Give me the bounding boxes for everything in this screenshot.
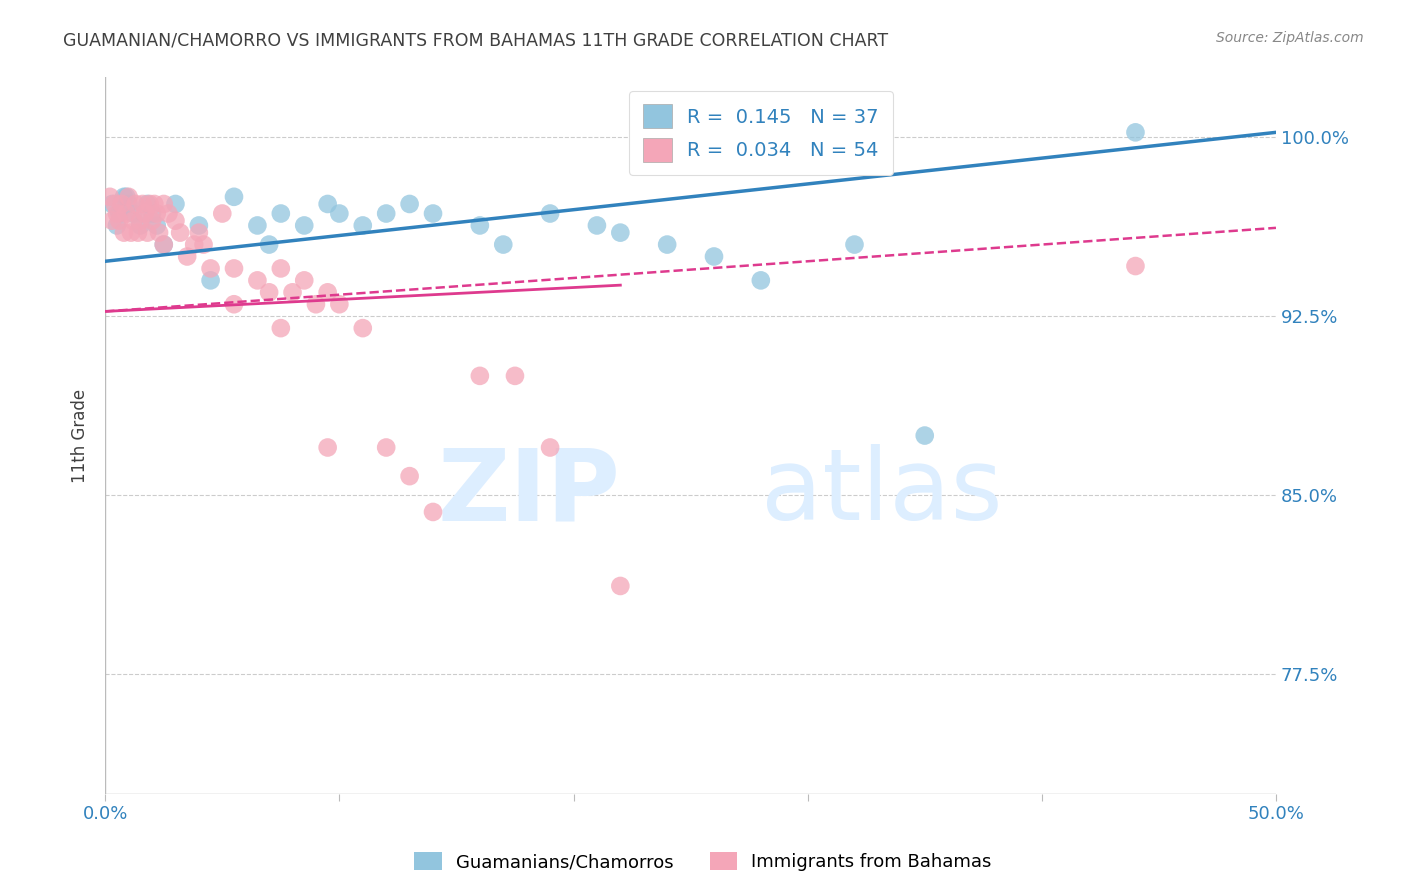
Point [165, 197, 187, 211]
Point [124, 197, 146, 211]
Point [115, 206, 138, 220]
Point [609, 226, 631, 240]
Point [152, 197, 174, 211]
Point [101, 197, 124, 211]
Point [292, 219, 315, 233]
Point [492, 237, 515, 252]
Point [270, 261, 292, 276]
Point [165, 213, 187, 227]
Point [117, 197, 139, 211]
Point [152, 237, 174, 252]
Point [375, 441, 398, 455]
Text: GUAMANIAN/CHAMORRO VS IMMIGRANTS FROM BAHAMAS 11TH GRADE CORRELATION CHART: GUAMANIAN/CHAMORRO VS IMMIGRANTS FROM BA… [63, 31, 889, 49]
Point [138, 197, 160, 211]
Point [108, 206, 131, 220]
Point [127, 226, 149, 240]
Point [703, 250, 725, 264]
Point [129, 219, 152, 233]
Point [352, 219, 374, 233]
Point [246, 219, 269, 233]
Point [131, 197, 153, 211]
Point [105, 206, 128, 220]
Point [152, 237, 174, 252]
Point [328, 297, 350, 311]
Point [193, 237, 215, 252]
Point [270, 206, 292, 220]
Point [316, 441, 339, 455]
Point [117, 190, 139, 204]
Text: ZIP: ZIP [437, 444, 620, 541]
Point [169, 226, 191, 240]
Legend: R =  0.145   N = 37, R =  0.034   N = 54: R = 0.145 N = 37, R = 0.034 N = 54 [628, 91, 893, 175]
Point [246, 273, 269, 287]
Point [183, 237, 205, 252]
Point [145, 219, 167, 233]
Point [292, 273, 315, 287]
Point [468, 368, 491, 383]
Point [1125, 259, 1147, 273]
Point [749, 273, 772, 287]
Point [257, 237, 280, 252]
Point [422, 505, 444, 519]
Point [115, 190, 138, 204]
Point [136, 197, 159, 211]
Point [157, 206, 180, 220]
Point [657, 237, 679, 252]
Y-axis label: 11th Grade: 11th Grade [72, 389, 89, 483]
Point [316, 285, 339, 300]
Point [352, 321, 374, 335]
Point [586, 219, 609, 233]
Point [122, 206, 145, 220]
Point [914, 428, 936, 442]
Point [101, 213, 124, 227]
Point [129, 213, 152, 227]
Point [328, 206, 350, 220]
Point [187, 219, 209, 233]
Point [145, 206, 167, 220]
Point [122, 213, 145, 227]
Point [375, 206, 398, 220]
Point [305, 297, 328, 311]
Point [222, 261, 245, 276]
Point [136, 226, 159, 240]
Point [468, 219, 491, 233]
Point [108, 213, 131, 227]
Point [398, 197, 420, 211]
Point [112, 190, 135, 204]
Point [316, 197, 339, 211]
Point [148, 226, 170, 240]
Point [120, 226, 142, 240]
Point [538, 206, 561, 220]
Point [222, 297, 245, 311]
Point [176, 250, 198, 264]
Point [257, 285, 280, 300]
Point [422, 206, 444, 220]
Point [538, 441, 561, 455]
Point [141, 213, 163, 227]
Point [398, 469, 420, 483]
Point [1125, 125, 1147, 139]
Point [141, 206, 163, 220]
Point [281, 285, 304, 300]
Legend: Guamanians/Chamorros, Immigrants from Bahamas: Guamanians/Chamorros, Immigrants from Ba… [408, 845, 998, 879]
Point [200, 261, 222, 276]
Point [844, 237, 866, 252]
Point [211, 206, 233, 220]
Point [609, 579, 631, 593]
Point [103, 197, 125, 211]
Point [200, 273, 222, 287]
Point [222, 190, 245, 204]
Point [112, 226, 135, 240]
Point [143, 197, 166, 211]
Point [134, 206, 156, 220]
Text: Source: ZipAtlas.com: Source: ZipAtlas.com [1216, 31, 1364, 45]
Point [110, 197, 132, 211]
Text: atlas: atlas [761, 444, 1002, 541]
Point [187, 226, 209, 240]
Point [105, 219, 128, 233]
Point [98, 190, 121, 204]
Point [503, 368, 526, 383]
Point [270, 321, 292, 335]
